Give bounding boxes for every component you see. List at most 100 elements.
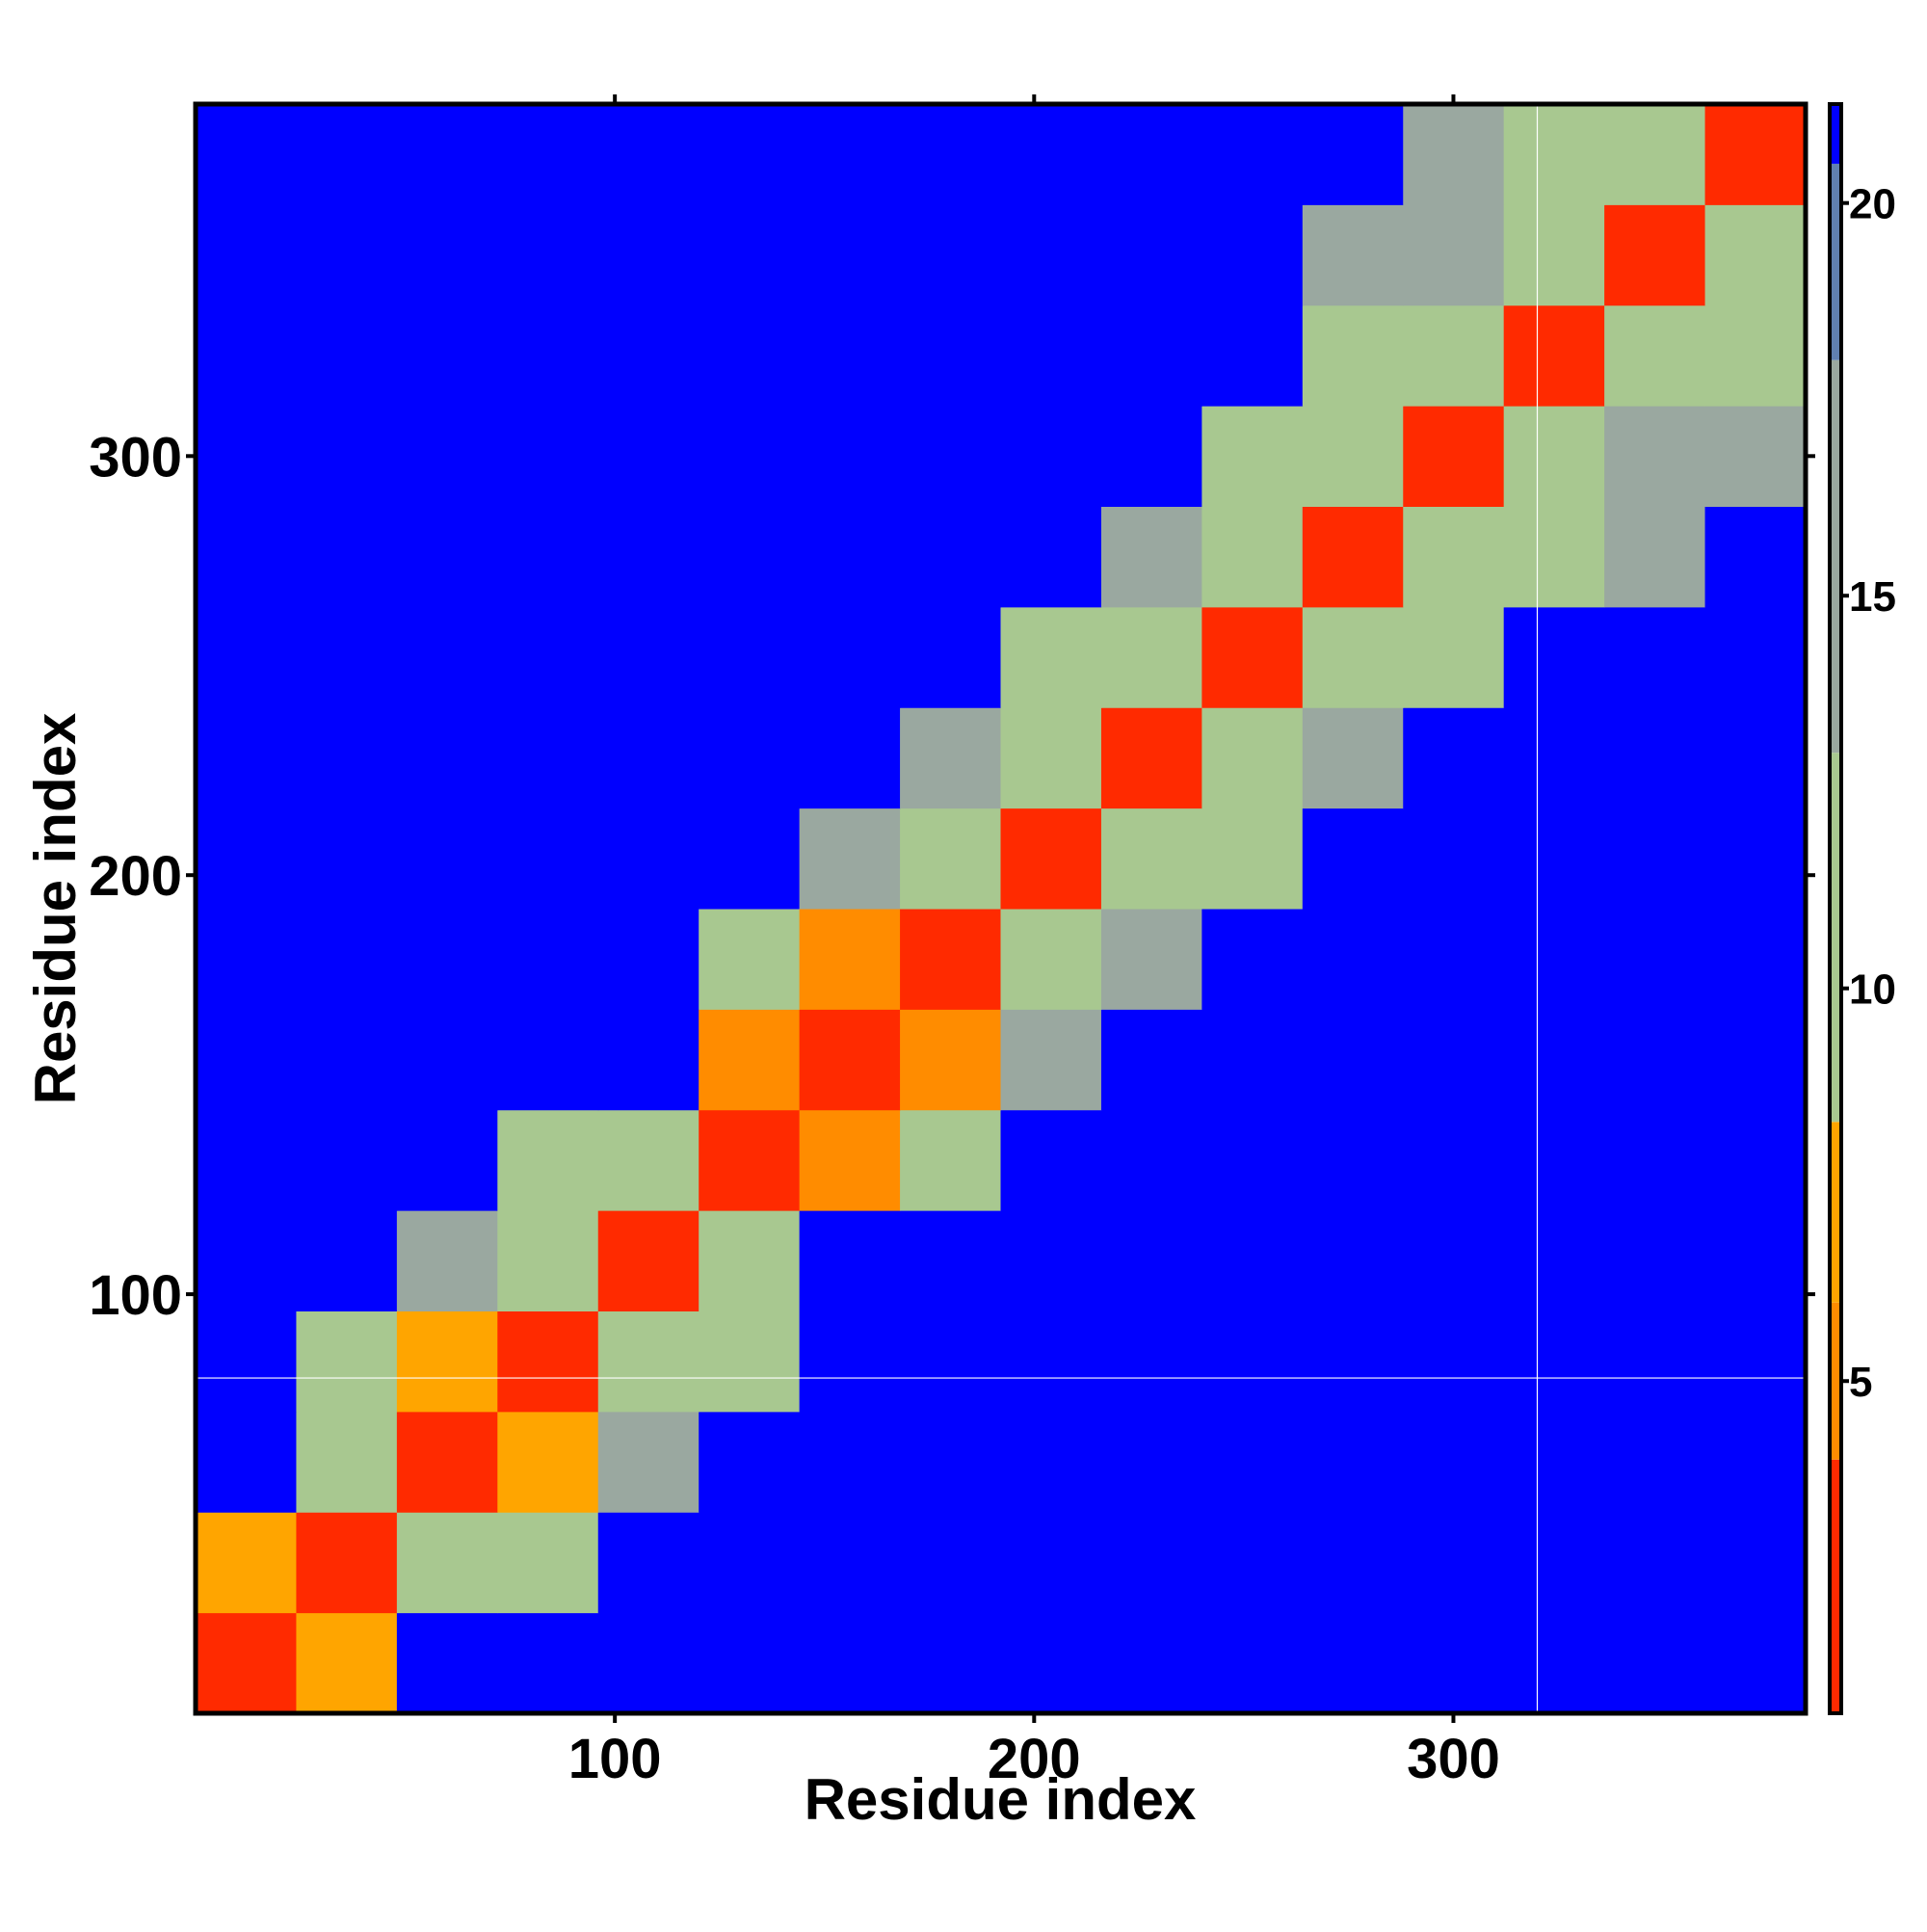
heatmap-cell	[196, 1310, 297, 1413]
heatmap-cell	[497, 1310, 599, 1413]
heatmap-cell	[597, 909, 700, 1010]
heatmap-cell	[396, 1512, 498, 1614]
heatmap-cell	[1403, 204, 1505, 306]
heatmap-cell	[900, 204, 1001, 306]
heatmap-cell	[497, 506, 599, 608]
heatmap-cell	[699, 1411, 801, 1513]
heatmap-cell	[1704, 204, 1807, 306]
heatmap-cell	[1302, 204, 1404, 306]
heatmap-cell	[1100, 1411, 1202, 1513]
heatmap-cell	[1000, 909, 1102, 1010]
heatmap-cell	[1503, 707, 1605, 809]
heatmap-cell	[497, 406, 599, 507]
heatmap-cell	[1704, 606, 1807, 708]
heatmap-cell	[900, 807, 1001, 910]
heatmap-cell	[1604, 606, 1706, 708]
heatmap-cell	[699, 304, 801, 407]
heatmap-cell	[1704, 506, 1807, 608]
heatmap-cell	[1503, 606, 1605, 708]
heatmap-cell	[699, 204, 801, 306]
colorbar-segment	[1830, 1459, 1841, 1713]
heatmap-cell	[1302, 1310, 1404, 1413]
heatmap-cell	[1302, 807, 1404, 910]
heatmap-cell	[296, 909, 398, 1010]
heatmap-cell	[296, 104, 398, 205]
heatmap-cell	[699, 909, 801, 1010]
heatmap-cell	[296, 506, 398, 608]
heatmap-cell	[1000, 204, 1102, 306]
heatmap-cell	[1201, 1109, 1304, 1211]
heatmap-cell	[1000, 1612, 1102, 1714]
heatmap-cell	[296, 1512, 398, 1614]
heatmap-cell	[597, 104, 700, 205]
heatmap-cell	[799, 1009, 901, 1111]
heatmap-cell	[597, 1109, 700, 1211]
colorbar-tick-label: 10	[1849, 966, 1896, 1014]
heatmap-cell	[1201, 1512, 1304, 1614]
heatmap-cell	[196, 506, 297, 608]
heatmap-cell	[1100, 909, 1202, 1010]
heatmap-cell	[1000, 104, 1102, 205]
heatmap-cell	[699, 707, 801, 809]
heatmap-cell	[1704, 807, 1807, 910]
heatmap-cell	[699, 606, 801, 708]
heatmap-cell	[296, 606, 398, 708]
heatmap-cell	[1503, 807, 1605, 910]
heatmap-cell	[900, 506, 1001, 608]
colorbar-segment	[1830, 1302, 1841, 1460]
heatmap-cell	[1201, 909, 1304, 1010]
heatmap-cell	[900, 1109, 1001, 1211]
heatmap-cell	[597, 1612, 700, 1714]
heatmap-cell	[1604, 1612, 1706, 1714]
heatmap-cell	[1704, 1512, 1807, 1614]
heatmap-cell	[1000, 1210, 1102, 1311]
heatmap-cell	[196, 909, 297, 1010]
heatmap-cell	[597, 606, 700, 708]
heatmap-cell	[1201, 606, 1304, 708]
heatmap-cell	[196, 807, 297, 910]
heatmap-cell	[196, 104, 297, 205]
heatmap-cell	[1201, 707, 1304, 809]
heatmap-cell	[900, 1411, 1001, 1513]
heatmap-cell	[1503, 1210, 1605, 1311]
heatmap-cell	[1503, 1612, 1605, 1714]
heatmap-cell	[1302, 1009, 1404, 1111]
heatmap-cell	[1201, 406, 1304, 507]
heatmap-cell	[1704, 1310, 1807, 1413]
heatmap-cell	[1704, 104, 1807, 205]
heatmap-cell	[597, 1009, 700, 1111]
heatmap-cell	[1000, 1411, 1102, 1513]
heatmap-cell	[497, 1210, 599, 1311]
heatmap-cell	[1201, 506, 1304, 608]
heatmap-cell	[699, 104, 801, 205]
heatmap-cell	[296, 1612, 398, 1714]
heatmap-cell	[699, 406, 801, 507]
colorbar-segment	[1830, 1122, 1841, 1303]
x-tick-label: 300	[1407, 1728, 1500, 1790]
heatmap-cell	[799, 807, 901, 910]
heatmap-cell	[1503, 1109, 1605, 1211]
heatmap-cell	[799, 1109, 901, 1211]
heatmap-cell	[699, 1009, 801, 1111]
heatmap-cell	[1604, 1109, 1706, 1211]
heatmap-cell	[1302, 304, 1404, 407]
plot-border	[193, 101, 1808, 1716]
heatmap-cell	[1100, 1310, 1202, 1413]
heatmap-cell	[1100, 204, 1202, 306]
heatmap-cell	[497, 204, 599, 306]
heatmap-cell	[396, 707, 498, 809]
heatmap-cell	[1704, 1210, 1807, 1311]
heatmap-cell	[196, 707, 297, 809]
heatmap-cell	[497, 1411, 599, 1513]
heatmap-cell	[1604, 406, 1706, 507]
heatmap-cell	[1604, 1009, 1706, 1111]
heatmap-cell	[1201, 1009, 1304, 1111]
heatmap-cell	[1100, 1210, 1202, 1311]
heatmap-cell	[799, 406, 901, 507]
heatmap-cell	[196, 1512, 297, 1614]
heatmap-cell	[1302, 406, 1404, 507]
heatmap-cell	[1000, 807, 1102, 910]
heatmap-cell	[497, 606, 599, 708]
heatmap-cell	[296, 1009, 398, 1111]
heatmap-cell	[1403, 606, 1505, 708]
